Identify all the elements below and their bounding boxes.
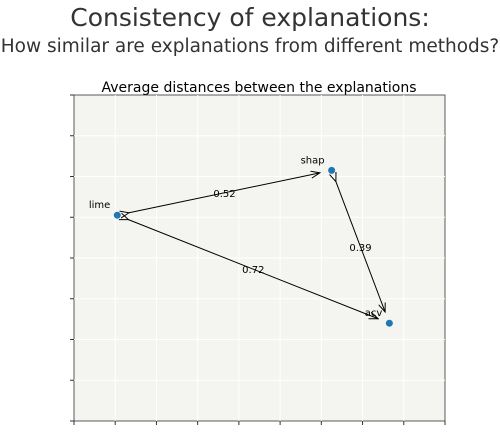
points-layer: lime shap acv — [89, 155, 393, 327]
figure-subtitle: How similar are explanations from differ… — [0, 36, 500, 57]
edge-label-lime-acv: 0.72 — [242, 265, 264, 276]
point-label-acv: acv — [365, 308, 383, 319]
edge-lime-acv — [128, 220, 378, 319]
edge-label-lime-shap: 0.52 — [213, 189, 235, 200]
axis-ticks — [70, 94, 446, 425]
chart-title: Average distances between the explanatio… — [102, 80, 417, 96]
edge-lime-shap — [129, 173, 320, 213]
point-label-shap: shap — [301, 155, 325, 166]
point-lime — [113, 211, 121, 219]
point-acv — [385, 319, 393, 327]
edges-layer: 0.52 0.39 0.72 — [128, 173, 385, 319]
edge-label-shap-acv: 0.39 — [349, 243, 371, 254]
point-shap — [328, 166, 336, 174]
point-label-lime: lime — [89, 200, 110, 211]
figure-title: Consistency of explanations: — [70, 3, 430, 32]
